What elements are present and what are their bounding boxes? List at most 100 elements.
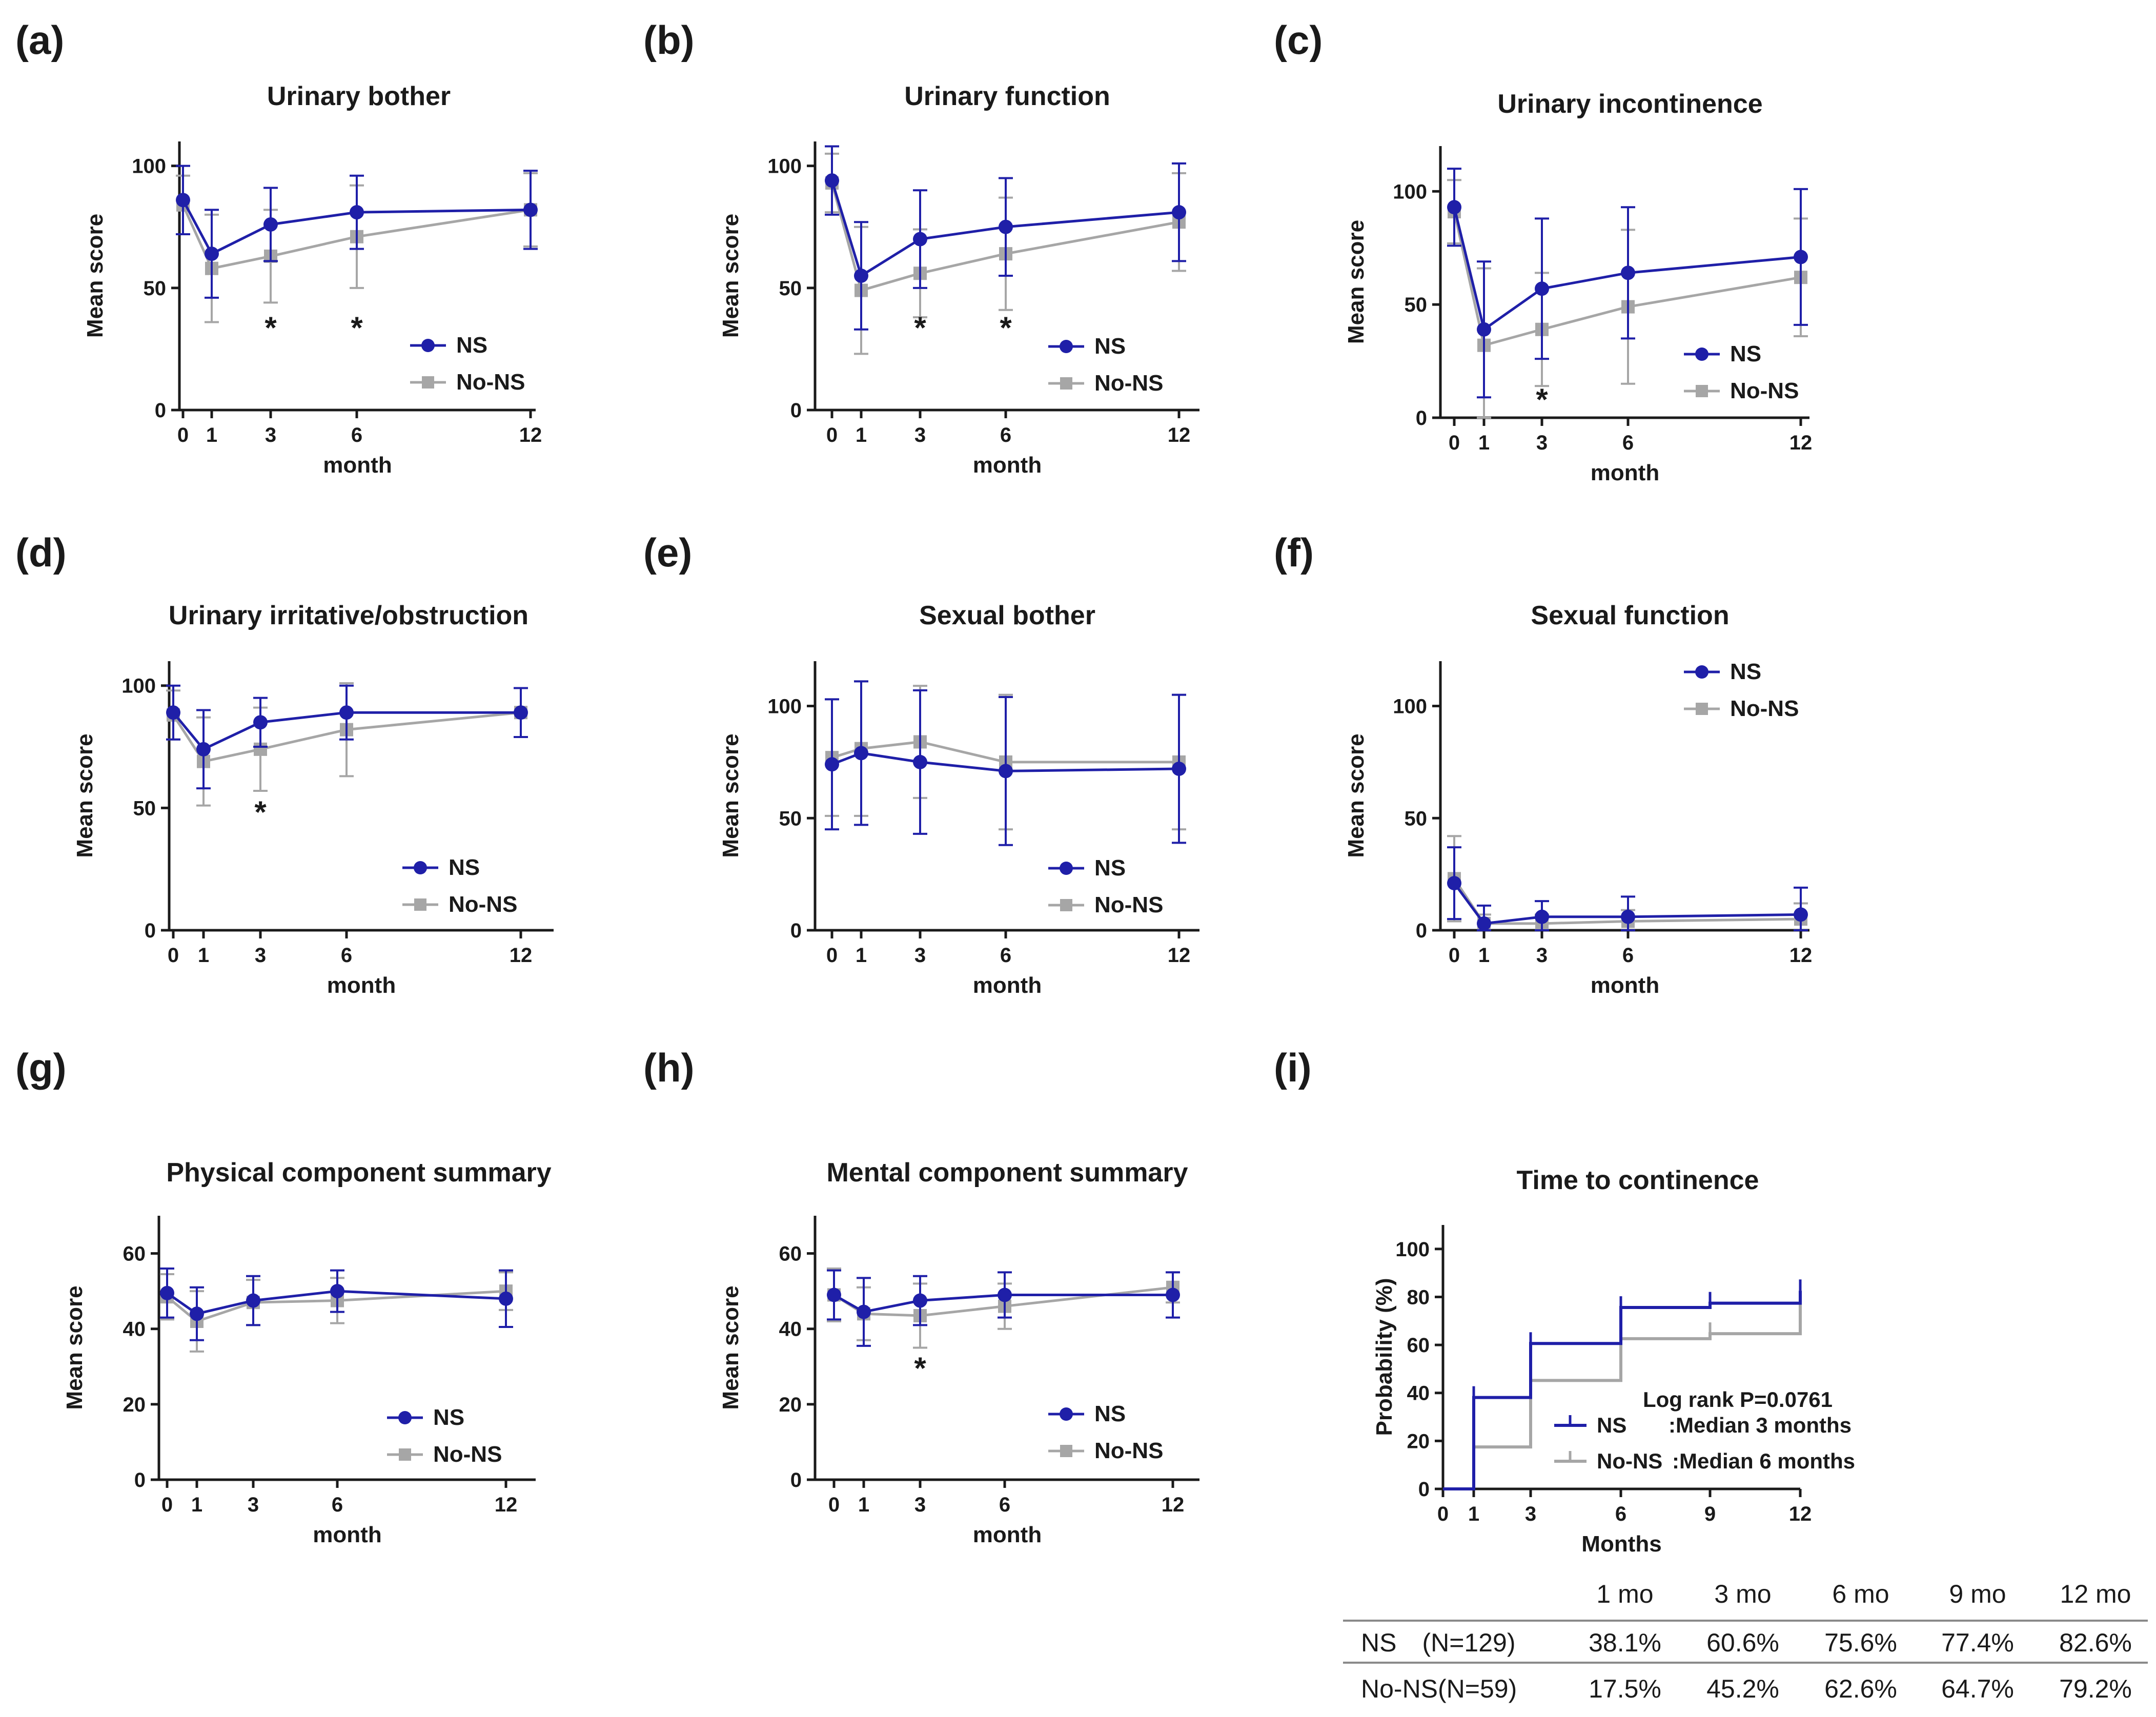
y-tick-label: 0 xyxy=(790,399,802,422)
panel-label: (c) xyxy=(1274,17,1323,63)
legend-label: NS xyxy=(456,333,487,358)
chart-title: Urinary incontinence xyxy=(1497,89,1762,119)
table-col-header: 3 mo xyxy=(1714,1580,1771,1608)
legend-marker-no-ns xyxy=(1060,1445,1072,1457)
legend-label: No-NS xyxy=(1094,371,1163,396)
chart-title: Sexual function xyxy=(1531,601,1729,630)
legend-label: No-NS xyxy=(1597,1449,1662,1473)
x-axis-title: month xyxy=(313,1522,381,1547)
y-axis-title: Mean score xyxy=(72,733,97,857)
data-point-ns xyxy=(825,173,839,188)
legend-marker-ns xyxy=(1695,348,1708,361)
continence-table: 1 mo 3 mo 6 mo 9 mo 12 mo NS (N=129) 38.… xyxy=(1343,1580,2148,1703)
legend-note: :Median 3 months xyxy=(1669,1413,1852,1437)
x-tick-label: 12 xyxy=(1789,432,1813,454)
y-tick-label: 0 xyxy=(790,1469,802,1491)
data-point-ns xyxy=(854,269,868,283)
table-cell: 79.2% xyxy=(2059,1674,2132,1703)
data-point-ns xyxy=(999,219,1013,234)
data-point-ns xyxy=(825,757,839,772)
y-tick-label: 40 xyxy=(779,1318,802,1341)
table-cell: 60.6% xyxy=(1706,1628,1779,1657)
x-tick-label: 0 xyxy=(1449,944,1460,967)
x-tick-label: 6 xyxy=(351,424,362,446)
data-point-ns xyxy=(913,232,927,247)
y-tick-label: 40 xyxy=(123,1318,146,1341)
x-tick-label: 1 xyxy=(1478,432,1490,454)
chart-title: Urinary function xyxy=(904,81,1110,111)
y-axis-title: Mean score xyxy=(718,1285,743,1409)
legend-label: NS xyxy=(1597,1413,1626,1437)
y-axis-title: Mean score xyxy=(62,1285,87,1409)
y-tick-label: 0 xyxy=(1418,1478,1430,1501)
x-tick-label: 6 xyxy=(1622,944,1634,967)
x-tick-label: 1 xyxy=(191,1494,202,1516)
panel-label: (i) xyxy=(1274,1045,1312,1090)
legend-label: NS xyxy=(1094,855,1126,881)
chart-title: Urinary irritative/obstruction xyxy=(169,601,528,630)
y-axis-title: Mean score xyxy=(718,214,743,338)
data-point-ns xyxy=(1172,762,1186,776)
y-axis-title: Probability (%) xyxy=(1372,1278,1397,1436)
legend-marker-ns xyxy=(421,339,435,352)
data-point-ns xyxy=(1477,916,1491,931)
table-col-header: 6 mo xyxy=(1832,1580,1889,1608)
data-point-ns xyxy=(1535,909,1549,924)
y-tick-label: 80 xyxy=(1407,1286,1430,1309)
x-tick-label: 3 xyxy=(914,944,926,967)
table-cell: 82.6% xyxy=(2059,1628,2132,1657)
y-tick-label: 50 xyxy=(1405,807,1428,830)
data-point-ns xyxy=(166,705,180,720)
y-axis-title: Mean score xyxy=(1344,733,1369,857)
legend-label: No-NS xyxy=(433,1442,502,1467)
data-point-ns xyxy=(339,705,354,720)
data-point-ns xyxy=(514,705,528,720)
x-tick-label: 6 xyxy=(341,944,352,967)
y-tick-label: 100 xyxy=(121,675,156,698)
legend-label: NS xyxy=(1094,1401,1126,1426)
legend-marker-ns xyxy=(1060,1407,1073,1421)
y-tick-label: 100 xyxy=(132,155,166,178)
x-tick-label: 1 xyxy=(1478,944,1490,967)
chart-title: Sexual bother xyxy=(919,601,1095,630)
legend-note: :Median 6 months xyxy=(1672,1449,1855,1473)
legend-marker-no-ns xyxy=(1060,377,1072,390)
x-tick-label: 3 xyxy=(914,1494,926,1516)
y-tick-label: 0 xyxy=(155,399,166,422)
data-point-ns xyxy=(523,202,538,217)
panel-label: (f) xyxy=(1274,530,1314,575)
y-tick-label: 100 xyxy=(1393,180,1427,203)
data-point-ns xyxy=(913,1293,927,1308)
x-tick-label: 12 xyxy=(1789,944,1813,967)
x-tick-label: 0 xyxy=(168,944,179,967)
legend-marker-ns xyxy=(414,861,427,874)
legend-marker-no-ns xyxy=(399,1448,411,1461)
y-axis-title: Mean score xyxy=(1344,220,1369,344)
data-point-ns xyxy=(1794,250,1808,264)
table-row-label: No-NS(N=59) xyxy=(1361,1674,1517,1703)
data-point-ns xyxy=(1166,1287,1180,1302)
table-cell: 75.6% xyxy=(1824,1628,1897,1657)
x-tick-label: 6 xyxy=(1622,432,1634,454)
x-tick-label: 12 xyxy=(1789,1503,1812,1525)
y-tick-label: 100 xyxy=(1393,696,1427,718)
y-tick-label: 50 xyxy=(1405,294,1428,316)
x-tick-label: 0 xyxy=(826,424,838,446)
x-tick-label: 12 xyxy=(519,424,542,446)
km-line-ns xyxy=(1443,1291,1802,1490)
x-tick-label: 6 xyxy=(1000,424,1011,446)
legend-label: NS xyxy=(433,1405,464,1430)
table-cell: 45.2% xyxy=(1706,1674,1779,1703)
x-axis-title: month xyxy=(973,453,1042,478)
data-point-ns xyxy=(1794,907,1808,922)
x-axis-title: month xyxy=(323,453,392,478)
legend-label: No-NS xyxy=(456,370,525,395)
data-point-ns xyxy=(196,742,211,757)
table-cell: 64.7% xyxy=(1941,1674,2014,1703)
x-tick-label: 3 xyxy=(255,944,266,967)
legend-marker-ns xyxy=(398,1411,412,1424)
data-point-ns xyxy=(350,205,364,220)
